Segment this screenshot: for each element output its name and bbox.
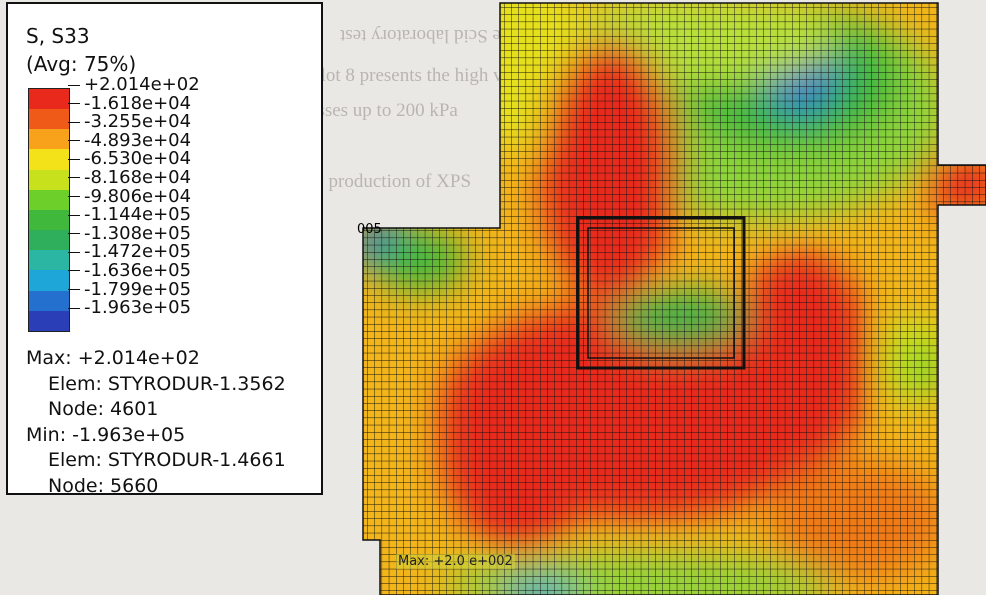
legend-label: -1.472e+05 [68, 243, 200, 262]
legend-swatch [29, 290, 69, 311]
legend-variable: S, S33 [26, 24, 90, 48]
legend-label: -8.168e+04 [68, 168, 200, 188]
legend-label: -9.806e+04 [68, 187, 200, 207]
legend-label: +2.014e+02 [68, 75, 200, 95]
max-node: Node: 4601 [48, 398, 159, 420]
min-node: Node: 5660 [48, 474, 159, 497]
legend-swatch [29, 89, 69, 110]
legend-swatch [29, 149, 69, 170]
min-element: Elem: STYRODUR-1.4661 [48, 449, 286, 471]
max-value: Max: +2.014e+02 [26, 347, 200, 369]
legend-averaging: (Avg: 75%) [26, 52, 137, 76]
model-outline [362, 2, 986, 595]
legend-labels: +2.014e+02 -1.618e+04 -3.255e+04 -4.893e+04… [68, 75, 200, 318]
legend-label: -1.144e+05 [68, 206, 200, 225]
legend-swatch [29, 129, 69, 150]
stress-field [363, 3, 986, 595]
legend-extrema: Max: +2.014e+02 Elem: STYRODUR-1.3562 No… [26, 346, 286, 499]
legend-title: S, S33 (Avg: 75%) [26, 22, 136, 78]
legend-label: -6.530e+04 [68, 150, 200, 169]
max-element: Elem: STYRODUR-1.3562 [48, 372, 286, 395]
legend-label: -3.255e+04 [68, 113, 200, 132]
mesh-annotation: 005 [357, 222, 382, 237]
min-value: Min: -1.963e+05 [26, 423, 186, 446]
legend-swatch [29, 189, 69, 210]
legend-swatch [29, 209, 69, 231]
max-marker-label: Max: +2.0 e+002 [396, 554, 515, 569]
legend-label: -1.799e+05 [68, 280, 200, 300]
legend-swatch [29, 270, 69, 291]
legend-label: -1.963e+05 [68, 299, 200, 318]
legend-label: -1.636e+05 [68, 261, 200, 281]
legend-swatch [29, 109, 69, 130]
legend-swatch [29, 169, 69, 190]
legend-label: -1.618e+04 [68, 94, 200, 114]
legend-swatch [29, 250, 69, 271]
legend-label: -4.893e+04 [68, 131, 200, 151]
legend-label: -1.308e+05 [68, 224, 200, 244]
legend-swatch [29, 310, 69, 331]
legend-color-bar [28, 88, 70, 332]
legend-swatch [29, 230, 69, 251]
contour-legend: S, S33 (Avg: 75%) +2.014e+02 -1.618e+04 -3… [6, 2, 323, 497]
